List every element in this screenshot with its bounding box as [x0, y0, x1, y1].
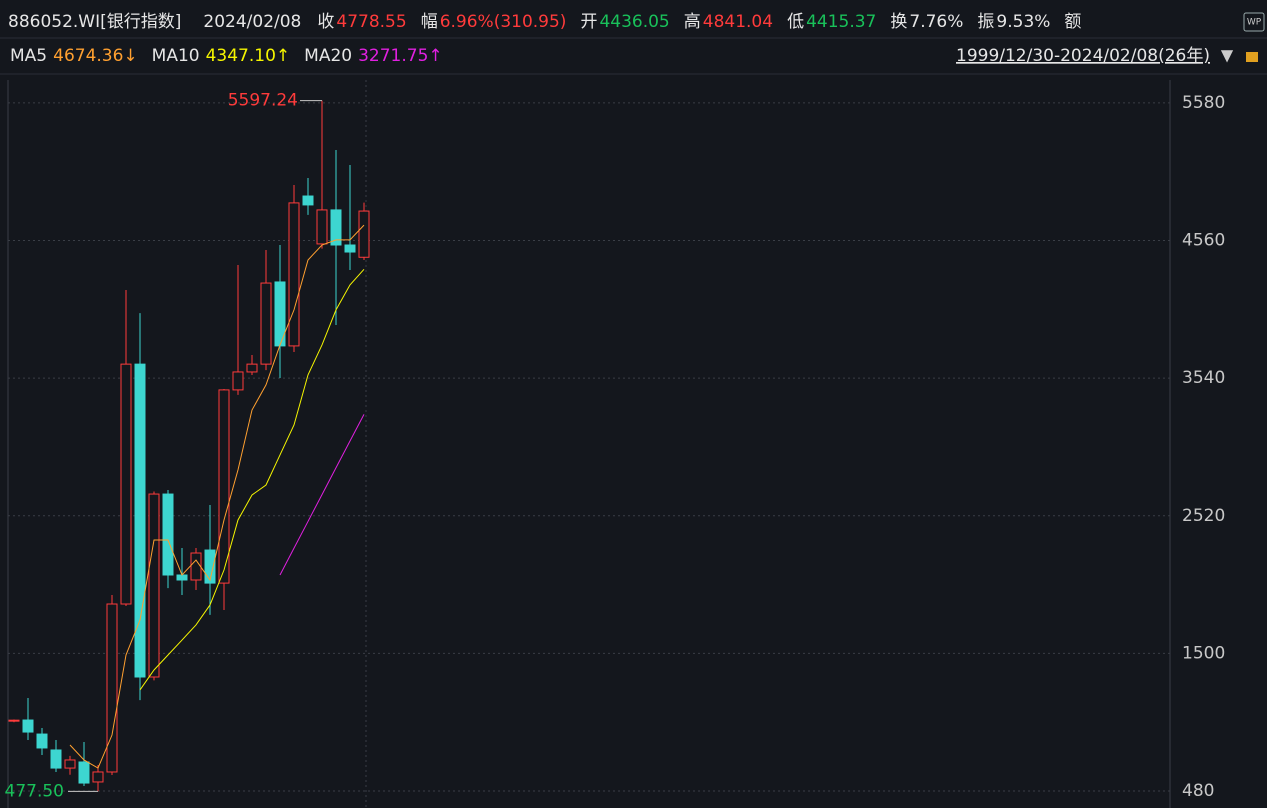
legend-value: 3271.75↑: [358, 46, 443, 66]
candle-body: [106, 603, 118, 773]
ma-line: [279, 414, 365, 576]
candle-body: [190, 552, 202, 581]
legend-name: MA20: [304, 46, 352, 66]
quote-label: 幅: [421, 12, 438, 32]
y-tick-label: 1500: [1182, 643, 1225, 663]
quote-value: 4778.55: [336, 12, 406, 32]
quote-label: 换: [890, 12, 907, 32]
candle-body: [246, 363, 258, 373]
candle-body: [134, 363, 146, 678]
legend-value: 4347.10↑: [206, 46, 291, 66]
annotation-label: 5597.24: [228, 91, 298, 111]
quote-value: 4415.37: [806, 12, 876, 32]
annotation-label: 477.50: [5, 781, 64, 801]
candle-body: [8, 719, 20, 722]
lock-icon[interactable]: [1246, 52, 1258, 62]
candle-body: [344, 244, 356, 253]
wp-icon-text: WP: [1247, 18, 1262, 28]
quote-value: 6.96%(310.95): [440, 12, 567, 32]
quote-value: 4841.04: [703, 12, 773, 32]
ma-line: [69, 224, 365, 769]
candle-body: [64, 759, 76, 769]
quote-value: 7.76%: [909, 12, 963, 32]
candle-body: [36, 733, 48, 749]
candle-body: [78, 761, 90, 784]
candle-body: [316, 209, 328, 245]
ma-line: [139, 268, 365, 691]
candle-body: [176, 574, 188, 581]
candle-body: [162, 493, 174, 576]
quote-label: 额: [1064, 12, 1081, 32]
legend-name: MA5: [10, 46, 47, 66]
date-range: 1999/12/30-2024/02/08(26年): [956, 46, 1210, 66]
quote-value: 4436.05: [599, 12, 669, 32]
candle-body: [358, 210, 370, 258]
y-tick-label: 3540: [1182, 368, 1225, 388]
quote-date: 2024/02/08: [203, 12, 301, 32]
y-tick-label: 5580: [1182, 93, 1225, 113]
quote-label: 低: [787, 12, 804, 32]
candle-body: [288, 202, 300, 347]
range-dropdown[interactable]: ▼: [1221, 46, 1234, 65]
quote-value: 9.53%: [996, 12, 1050, 32]
y-tick-label: 4560: [1182, 231, 1225, 251]
candle-body: [204, 549, 216, 584]
quote-label: 高: [684, 12, 701, 32]
candle-body: [218, 389, 230, 584]
candle-body: [302, 195, 314, 206]
candle-body: [232, 371, 244, 391]
candle-body: [120, 363, 132, 605]
quote-label: 振: [977, 12, 994, 32]
legend-value: 4674.36↓: [53, 46, 138, 66]
y-tick-label: 480: [1182, 781, 1214, 801]
candle-body: [330, 209, 342, 246]
candle-body: [92, 771, 104, 783]
quote-label: 开: [580, 12, 597, 32]
candle-body: [50, 749, 62, 769]
candle-body: [260, 282, 272, 365]
y-tick-label: 2520: [1182, 506, 1225, 526]
security-code: 886052.WI[银行指数]: [8, 12, 181, 32]
candle-body: [148, 493, 160, 678]
wp-icon[interactable]: [1243, 12, 1265, 32]
quote-label: 收: [317, 12, 334, 32]
candle-body: [22, 719, 34, 733]
legend-name: MA10: [152, 46, 200, 66]
